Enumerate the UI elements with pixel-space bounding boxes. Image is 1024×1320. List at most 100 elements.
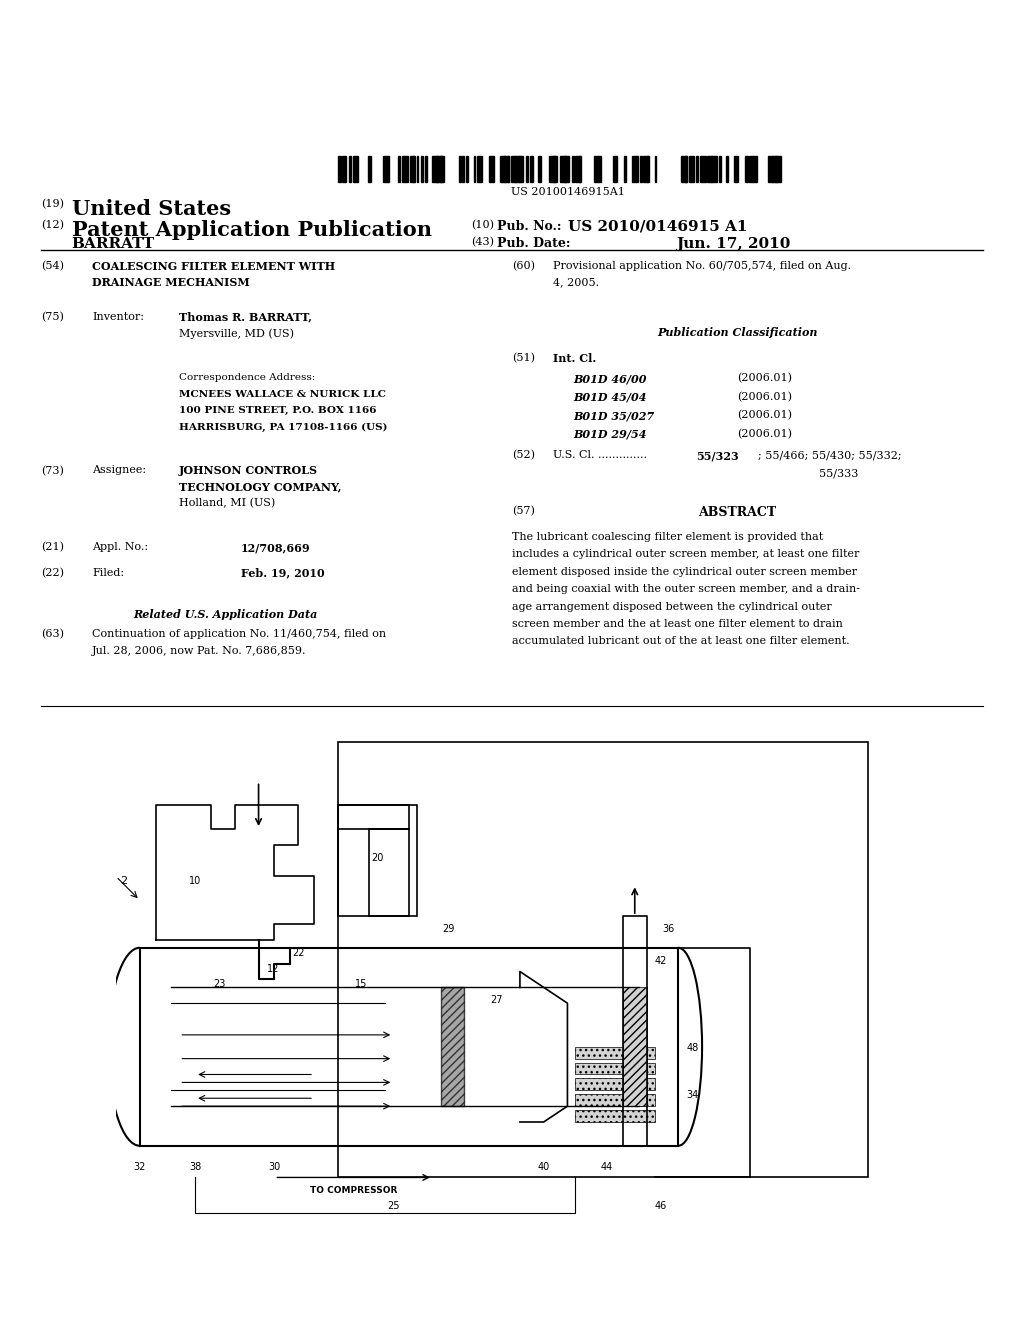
Bar (560, 156, 566, 182)
Bar (643, 156, 647, 182)
Bar (417, 156, 418, 182)
Text: 34: 34 (686, 1090, 698, 1101)
Text: (54): (54) (41, 260, 63, 271)
Bar (338, 742, 868, 1177)
Bar (549, 156, 555, 182)
Bar (466, 156, 468, 182)
Bar (647, 156, 648, 182)
Text: Jul. 28, 2006, now Pat. No. 7,686,859.: Jul. 28, 2006, now Pat. No. 7,686,859. (92, 645, 306, 656)
Bar (575, 156, 581, 182)
Bar (338, 156, 341, 182)
Text: ; 55/466; 55/430; 55/332;: ; 55/466; 55/430; 55/332; (758, 450, 901, 461)
Text: U.S. Cl. ..............: U.S. Cl. .............. (553, 450, 650, 461)
Text: United States: United States (72, 199, 230, 219)
Bar (553, 156, 557, 182)
Text: 10: 10 (189, 876, 202, 887)
Text: (57): (57) (512, 507, 535, 516)
Text: 55/333: 55/333 (819, 469, 858, 479)
Bar (526, 156, 527, 182)
Text: screen member and the at least one filter element to drain: screen member and the at least one filte… (512, 619, 843, 630)
Text: B01D 46/00: B01D 46/00 (573, 374, 647, 384)
Bar (688, 156, 694, 182)
Text: (75): (75) (41, 312, 63, 322)
Bar (440, 987, 465, 1106)
Bar (771, 156, 776, 182)
Text: COALESCING FILTER ELEMENT WITH: COALESCING FILTER ELEMENT WITH (92, 260, 335, 272)
Text: (73): (73) (41, 466, 63, 475)
Text: (2006.01): (2006.01) (737, 374, 793, 384)
Text: Filed:: Filed: (92, 568, 124, 578)
Text: 12/708,669: 12/708,669 (241, 543, 310, 553)
Bar (696, 156, 697, 182)
Bar (640, 156, 642, 182)
Bar (519, 156, 522, 182)
Bar (383, 156, 386, 182)
Bar (734, 156, 737, 182)
Bar (515, 156, 520, 182)
Text: ABSTRACT: ABSTRACT (698, 507, 776, 519)
Bar (575, 1078, 654, 1090)
Text: Pub. Date:: Pub. Date: (497, 238, 570, 249)
Text: 15: 15 (355, 979, 368, 990)
Text: and being coaxial with the outer screen member, and a drain-: and being coaxial with the outer screen … (512, 585, 860, 594)
Text: Appl. No.:: Appl. No.: (92, 543, 148, 552)
Text: element disposed inside the cylindrical outer screen member: element disposed inside the cylindrical … (512, 566, 857, 577)
Text: Inventor:: Inventor: (92, 312, 144, 322)
Text: Myersville, MD (US): Myersville, MD (US) (179, 329, 294, 339)
Text: Related U.S. Application Data: Related U.S. Application Data (133, 609, 317, 620)
Bar (410, 156, 414, 182)
Text: Thomas R. BARRATT,: Thomas R. BARRATT, (179, 312, 312, 323)
Text: 4, 2005.: 4, 2005. (553, 277, 599, 286)
Bar (353, 156, 357, 182)
Text: Patent Application Publication: Patent Application Publication (72, 219, 432, 240)
Text: (43): (43) (471, 238, 494, 247)
Text: Feb. 19, 2010: Feb. 19, 2010 (241, 568, 325, 579)
Text: Holland, MI (US): Holland, MI (US) (179, 498, 275, 508)
Bar (623, 987, 646, 1106)
Text: 2: 2 (121, 876, 127, 887)
Text: TO COMPRESSOR: TO COMPRESSOR (310, 1187, 397, 1196)
Text: Correspondence Address:: Correspondence Address: (179, 374, 315, 383)
Text: 12: 12 (266, 964, 279, 974)
Bar (575, 1094, 654, 1106)
Bar (474, 156, 475, 182)
Bar (594, 156, 598, 182)
Text: Provisional application No. 60/705,574, filed on Aug.: Provisional application No. 60/705,574, … (553, 260, 851, 271)
Text: 23: 23 (213, 979, 225, 990)
Text: 27: 27 (489, 995, 503, 1006)
Bar (571, 156, 573, 182)
Bar (432, 156, 438, 182)
Text: 46: 46 (654, 1201, 667, 1212)
Text: includes a cylindrical outer screen member, at least one filter: includes a cylindrical outer screen memb… (512, 549, 859, 560)
Text: 22: 22 (292, 948, 304, 958)
Text: age arrangement disposed between the cylindrical outer: age arrangement disposed between the cyl… (512, 602, 831, 611)
Bar (753, 156, 757, 182)
Text: 20: 20 (371, 853, 384, 863)
Text: Continuation of application No. 11/460,754, filed on: Continuation of application No. 11/460,7… (92, 630, 386, 639)
Text: Pub. No.:: Pub. No.: (497, 219, 565, 232)
Text: (12): (12) (41, 219, 63, 230)
Text: (22): (22) (41, 568, 63, 578)
Text: 29: 29 (442, 924, 455, 935)
Text: US 2010/0146915 A1: US 2010/0146915 A1 (568, 219, 748, 234)
Bar (575, 1110, 654, 1122)
Bar (625, 156, 627, 182)
Bar (726, 156, 728, 182)
Bar (425, 156, 427, 182)
Bar (636, 156, 638, 182)
Bar (685, 156, 687, 182)
Text: B01D 35/027: B01D 35/027 (573, 411, 654, 421)
Text: 48: 48 (686, 1043, 698, 1053)
Bar (699, 156, 706, 182)
Bar (398, 156, 399, 182)
Bar (342, 156, 346, 182)
Bar (768, 156, 773, 182)
Bar (500, 156, 505, 182)
Bar (508, 156, 509, 182)
Text: Int. Cl.: Int. Cl. (553, 352, 596, 364)
Text: DRAINAGE MECHANISM: DRAINAGE MECHANISM (92, 277, 250, 288)
Bar (564, 156, 569, 182)
Bar (712, 156, 717, 182)
Text: (19): (19) (41, 199, 63, 210)
Text: B01D 45/04: B01D 45/04 (573, 392, 647, 403)
